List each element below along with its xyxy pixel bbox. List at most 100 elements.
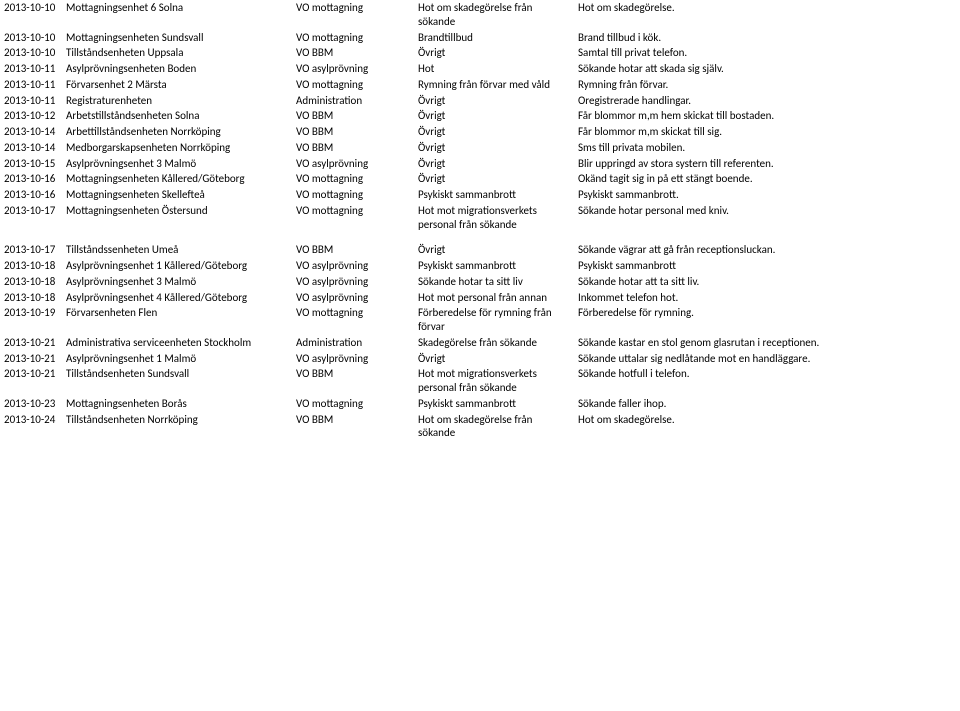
cell-date: 2013-10-10 bbox=[0, 0, 62, 30]
cell-date: 2013-10-23 bbox=[0, 396, 62, 412]
cell-description: Samtal till privat telefon. bbox=[574, 45, 960, 61]
cell-department: VO mottagning bbox=[292, 77, 414, 93]
cell-unit: Administrativa serviceenheten Stockholm bbox=[62, 335, 292, 351]
cell-date: 2013-10-15 bbox=[0, 156, 62, 172]
cell-date: 2013-10-12 bbox=[0, 108, 62, 124]
table-row: 2013-10-18Asylprövningsenhet 1 Kållered/… bbox=[0, 258, 960, 274]
cell-department: VO BBM bbox=[292, 124, 414, 140]
cell-date: 2013-10-19 bbox=[0, 305, 62, 335]
cell-unit: Asylprövningsenhet 4 Kållered/Göteborg bbox=[62, 290, 292, 306]
cell-category: Skadegörelse från sökande bbox=[414, 335, 574, 351]
cell-unit: Asylprövningsenheten Boden bbox=[62, 61, 292, 77]
cell-date: 2013-10-11 bbox=[0, 93, 62, 109]
cell-category: Psykiskt sammanbrott bbox=[414, 258, 574, 274]
table-row: 2013-10-16Mottagningsenheten Kållered/Gö… bbox=[0, 171, 960, 187]
cell-description: Får blommor m,m hem skickat till bostade… bbox=[574, 108, 960, 124]
table-row: 2013-10-10Mottagningsenheten SundsvallVO… bbox=[0, 30, 960, 46]
cell-unit: Medborgarskapsenheten Norrköping bbox=[62, 140, 292, 156]
cell-category: Hot om skadegörelse från sökande bbox=[414, 0, 574, 30]
cell-unit: Förvarsenhet 2 Märsta bbox=[62, 77, 292, 93]
cell-description: Sökande uttalar sig nedlåtande mot en ha… bbox=[574, 351, 960, 367]
cell-department: VO mottagning bbox=[292, 396, 414, 412]
cell-department: VO asylprövning bbox=[292, 351, 414, 367]
cell-category: Övrigt bbox=[414, 140, 574, 156]
cell-date: 2013-10-11 bbox=[0, 77, 62, 93]
table-row: 2013-10-11RegistraturenhetenAdministrati… bbox=[0, 93, 960, 109]
cell-department: VO asylprövning bbox=[292, 61, 414, 77]
table-row: 2013-10-12Arbetstillståndsenheten SolnaV… bbox=[0, 108, 960, 124]
table-row: 2013-10-14Medborgarskapsenheten Norrköpi… bbox=[0, 140, 960, 156]
cell-date: 2013-10-11 bbox=[0, 61, 62, 77]
cell-description: Sms till privata mobilen. bbox=[574, 140, 960, 156]
cell-unit: Mottagningsenheten Kållered/Göteborg bbox=[62, 171, 292, 187]
table-row: 2013-10-11Förvarsenhet 2 MärstaVO mottag… bbox=[0, 77, 960, 93]
cell-unit: Mottagningsenheten Sundsvall bbox=[62, 30, 292, 46]
cell-unit: Tillståndsenheten Sundsvall bbox=[62, 366, 292, 396]
cell-unit: Asylprövningsenhet 3 Malmö bbox=[62, 274, 292, 290]
table-row: 2013-10-11Asylprövningsenheten BodenVO a… bbox=[0, 61, 960, 77]
cell-unit: Mottagningsenheten Borås bbox=[62, 396, 292, 412]
cell-unit: Asylprövningsenhet 3 Malmö bbox=[62, 156, 292, 172]
cell-category: Förberedelse för rymning från förvar bbox=[414, 305, 574, 335]
cell-department: VO mottagning bbox=[292, 305, 414, 335]
cell-department: VO BBM bbox=[292, 412, 414, 442]
cell-unit: Arbettillståndsenheten Norrköping bbox=[62, 124, 292, 140]
cell-category: Övrigt bbox=[414, 351, 574, 367]
cell-description: Hot om skadegörelse. bbox=[574, 0, 960, 30]
cell-description: Inkommet telefon hot. bbox=[574, 290, 960, 306]
cell-unit: Asylprövningsenhet 1 Kållered/Göteborg bbox=[62, 258, 292, 274]
cell-unit: Asylprövningsenhet 1 Malmö bbox=[62, 351, 292, 367]
cell-category: Övrigt bbox=[414, 45, 574, 61]
table-row: 2013-10-21Asylprövningsenhet 1 MalmöVO a… bbox=[0, 351, 960, 367]
cell-description: Hot om skadegörelse. bbox=[574, 412, 960, 442]
cell-description: Sökande kastar en stol genom glasrutan i… bbox=[574, 335, 960, 351]
cell-date: 2013-10-16 bbox=[0, 171, 62, 187]
cell-department: VO BBM bbox=[292, 140, 414, 156]
cell-category: Övrigt bbox=[414, 156, 574, 172]
cell-category: Hot om skadegörelse från sökande bbox=[414, 412, 574, 442]
cell-department: Administration bbox=[292, 93, 414, 109]
cell-date: 2013-10-21 bbox=[0, 335, 62, 351]
cell-date: 2013-10-18 bbox=[0, 290, 62, 306]
cell-department: VO BBM bbox=[292, 366, 414, 396]
cell-category: Övrigt bbox=[414, 171, 574, 187]
cell-department: VO BBM bbox=[292, 108, 414, 124]
table-row: 2013-10-21Administrativa serviceenheten … bbox=[0, 335, 960, 351]
cell-department: VO mottagning bbox=[292, 203, 414, 233]
cell-date: 2013-10-10 bbox=[0, 45, 62, 61]
cell-description: Sökande hotar att skada sig själv. bbox=[574, 61, 960, 77]
blank-row bbox=[0, 232, 960, 242]
cell-unit: Förvarsenheten Flen bbox=[62, 305, 292, 335]
cell-description: Okänd tagit sig in på ett stängt boende. bbox=[574, 171, 960, 187]
cell-department: VO asylprövning bbox=[292, 290, 414, 306]
cell-category: Rymning från förvar med våld bbox=[414, 77, 574, 93]
cell-department: VO BBM bbox=[292, 242, 414, 258]
cell-description: Psykiskt sammanbrott. bbox=[574, 187, 960, 203]
cell-department: VO BBM bbox=[292, 45, 414, 61]
cell-category: Psykiskt sammanbrott bbox=[414, 187, 574, 203]
table-row: 2013-10-16Mottagningsenheten SkellefteåV… bbox=[0, 187, 960, 203]
table-row: 2013-10-18Asylprövningsenhet 4 Kållered/… bbox=[0, 290, 960, 306]
cell-unit: Tillståndsenheten Norrköping bbox=[62, 412, 292, 442]
cell-category: Övrigt bbox=[414, 124, 574, 140]
table-row: 2013-10-18Asylprövningsenhet 3 MalmöVO a… bbox=[0, 274, 960, 290]
cell-description: Sökande vägrar att gå från receptionsluc… bbox=[574, 242, 960, 258]
cell-date: 2013-10-14 bbox=[0, 140, 62, 156]
cell-department: VO asylprövning bbox=[292, 258, 414, 274]
cell-unit: Tillståndsenheten Uppsala bbox=[62, 45, 292, 61]
cell-description: Blir uppringd av stora systern till refe… bbox=[574, 156, 960, 172]
table-row: 2013-10-24Tillståndsenheten NorrköpingVO… bbox=[0, 412, 960, 442]
table-row: 2013-10-10Mottagningsenhet 6 SolnaVO mot… bbox=[0, 0, 960, 30]
cell-department: VO mottagning bbox=[292, 30, 414, 46]
cell-unit: Registraturenheten bbox=[62, 93, 292, 109]
cell-date: 2013-10-14 bbox=[0, 124, 62, 140]
cell-date: 2013-10-24 bbox=[0, 412, 62, 442]
table-row: 2013-10-17Tillståndssenheten UmeåVO BBMÖ… bbox=[0, 242, 960, 258]
cell-date: 2013-10-17 bbox=[0, 242, 62, 258]
cell-date: 2013-10-21 bbox=[0, 366, 62, 396]
cell-unit: Mottagningsenhet 6 Solna bbox=[62, 0, 292, 30]
cell-department: VO mottagning bbox=[292, 0, 414, 30]
cell-description: Psykiskt sammanbrott bbox=[574, 258, 960, 274]
cell-category: Hot mot migrationsverkets personal från … bbox=[414, 366, 574, 396]
cell-date: 2013-10-21 bbox=[0, 351, 62, 367]
